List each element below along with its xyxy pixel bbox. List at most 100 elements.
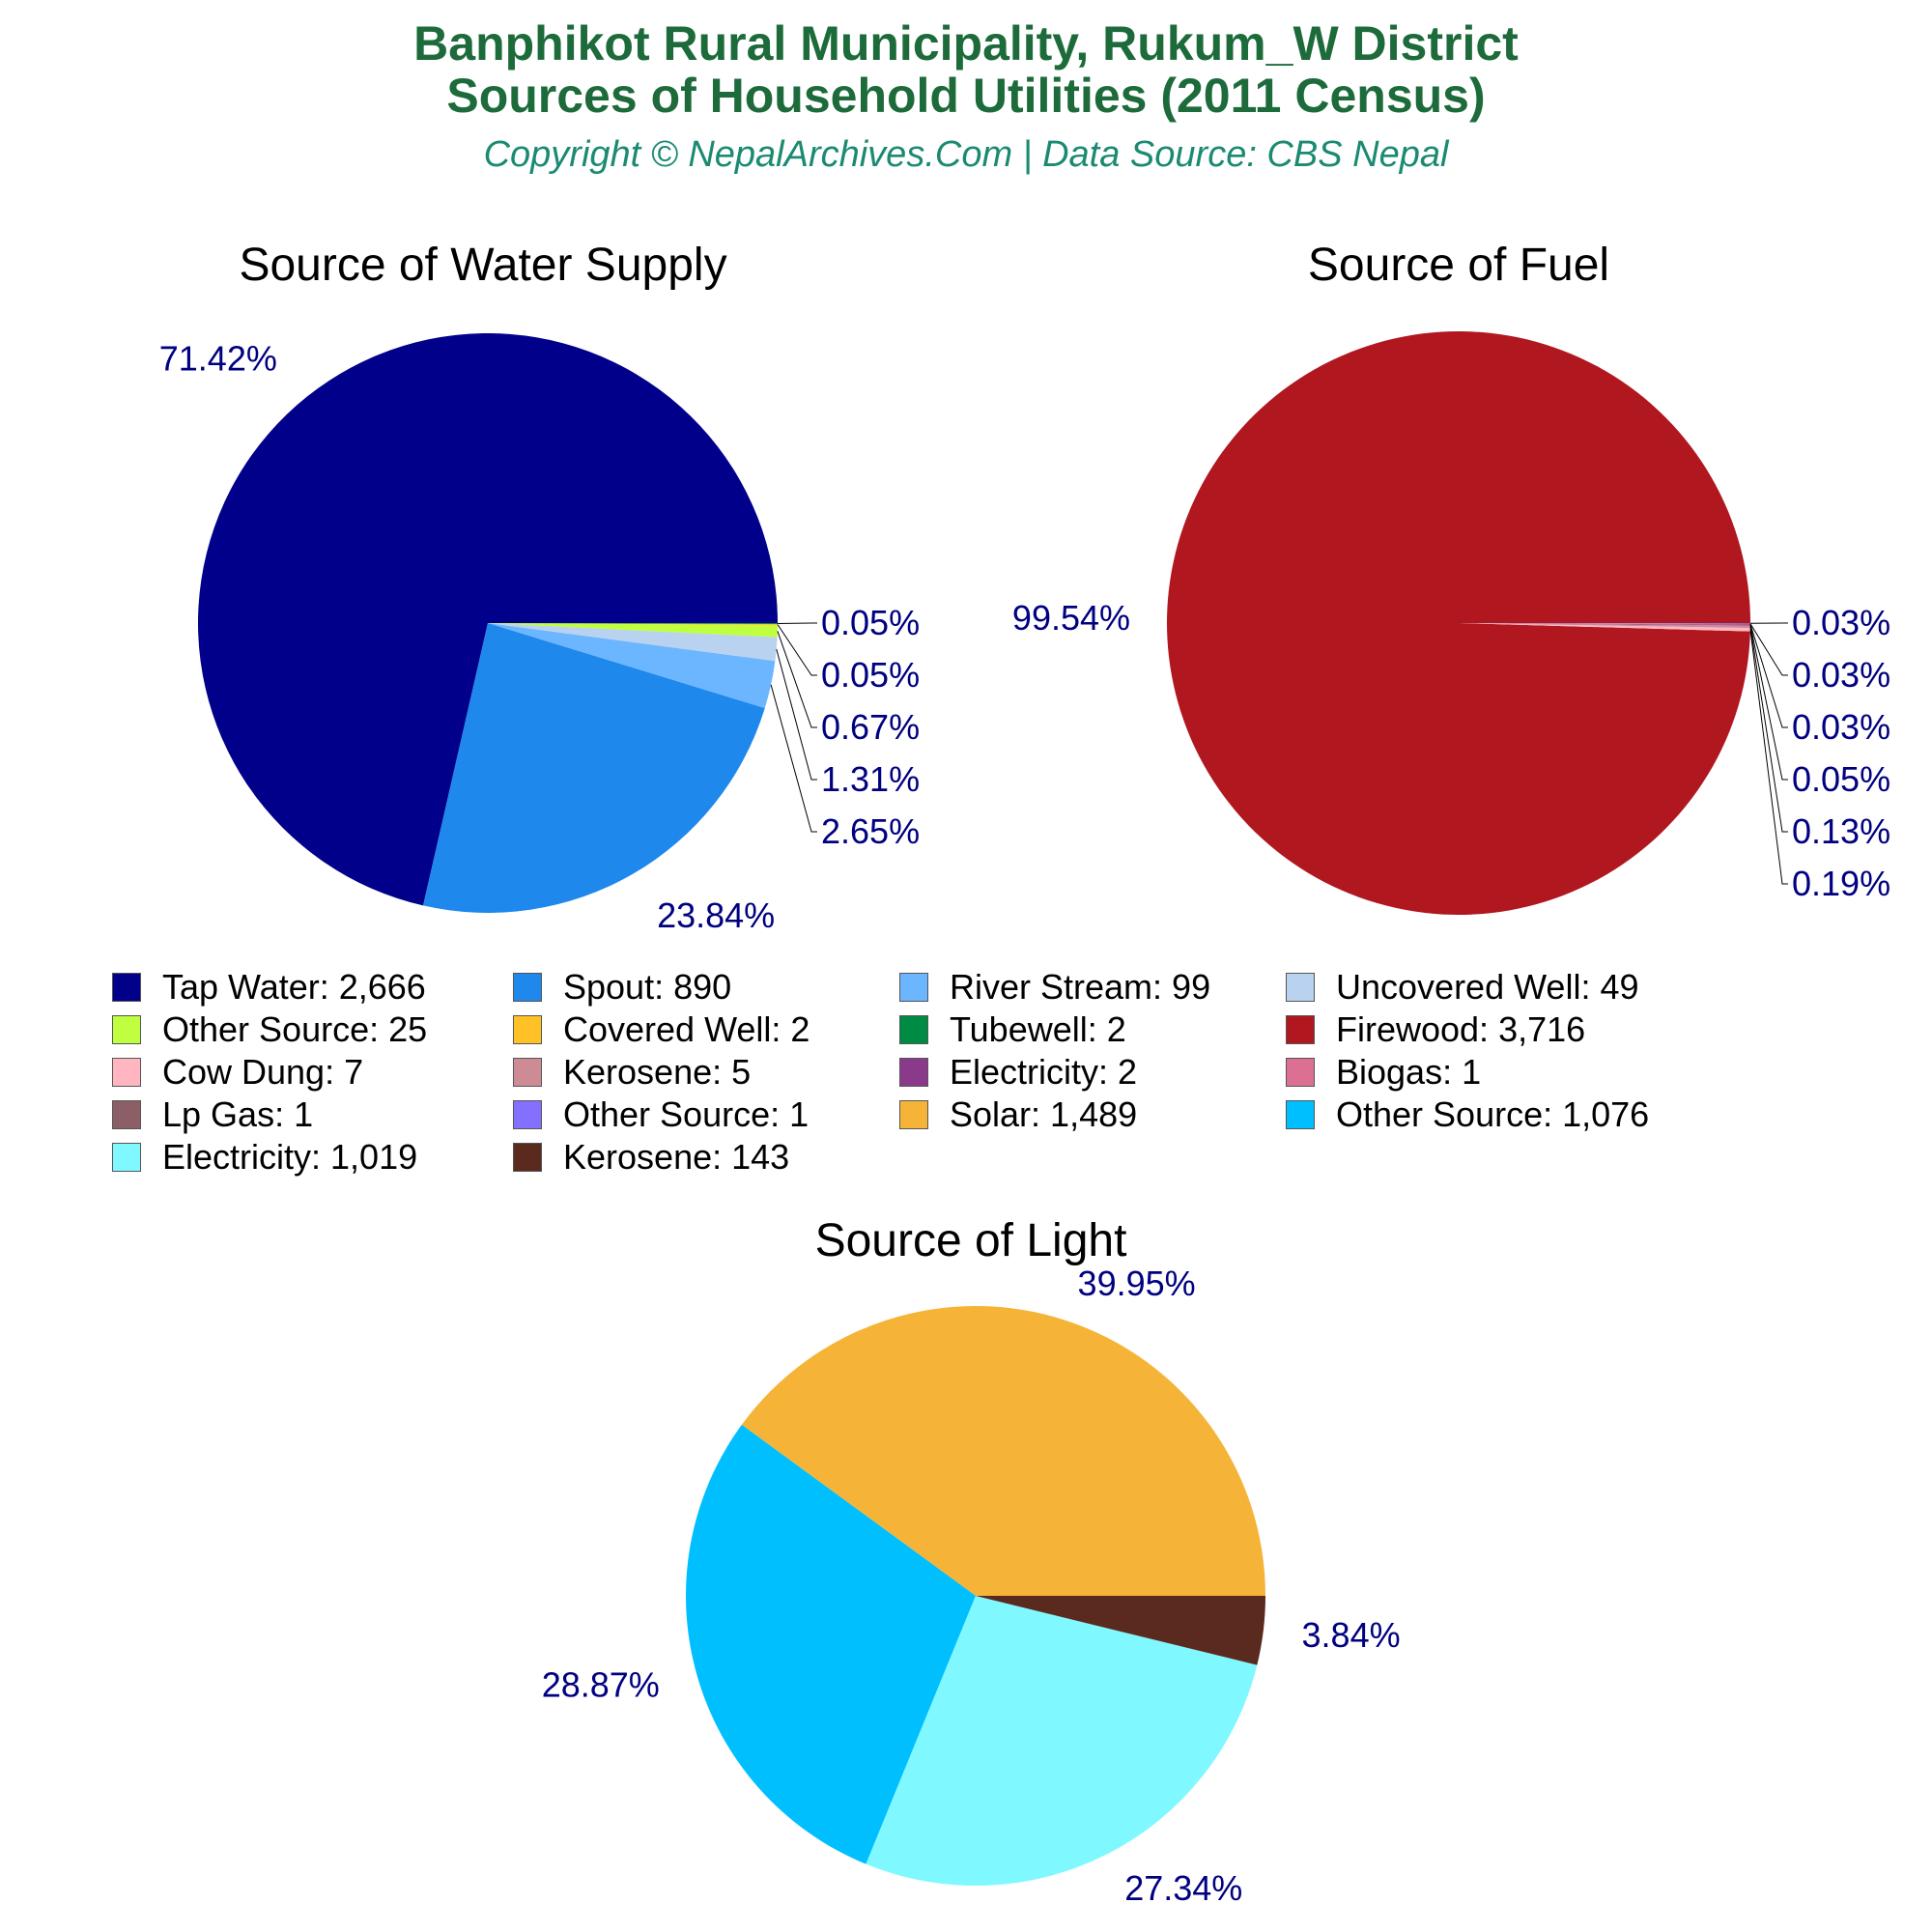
legend-swatch bbox=[513, 973, 542, 1002]
pie-title: Source of Light bbox=[815, 1215, 1127, 1266]
pie-percent-label: 0.05% bbox=[1792, 759, 1890, 799]
pie-percent-label: 3.84% bbox=[1302, 1615, 1401, 1655]
pie-slice bbox=[1459, 623, 1750, 629]
legend-label: Firewood: 3,716 bbox=[1336, 1009, 1586, 1049]
legend-swatch bbox=[513, 1058, 542, 1087]
legend-item: River Stream: 99 bbox=[899, 966, 1210, 1009]
pie-leader-line bbox=[777, 622, 817, 625]
legend-swatch bbox=[1286, 973, 1315, 1002]
pie-leader-line bbox=[776, 648, 817, 781]
legend-item: Firewood: 3,716 bbox=[1286, 1009, 1585, 1051]
pie-percent-label: 0.03% bbox=[1792, 603, 1890, 642]
pie-slice bbox=[1459, 623, 1750, 624]
legend-swatch bbox=[112, 1015, 141, 1044]
pie-percent-label: 0.19% bbox=[1792, 864, 1890, 903]
pie-percent-label: 2.65% bbox=[821, 811, 920, 851]
pie-percent-label: 71.42% bbox=[159, 338, 277, 378]
pie-chart-1: Source of Water Supply 71.42% 23.84% 0.05% 0… bbox=[159, 240, 920, 935]
legend-item: Other Source: 25 bbox=[112, 1009, 427, 1051]
pie-slice bbox=[488, 623, 778, 662]
pie-slice bbox=[976, 1596, 1265, 1665]
legend-swatch bbox=[112, 973, 141, 1002]
legend-label: Spout: 890 bbox=[563, 967, 732, 1007]
legend-label: Electricity: 1,019 bbox=[162, 1137, 418, 1177]
legend-item: Kerosene: 143 bbox=[513, 1136, 789, 1179]
legend-swatch bbox=[899, 973, 928, 1002]
legend-item: Spout: 890 bbox=[513, 966, 731, 1009]
legend-label: Other Source: 1 bbox=[563, 1094, 810, 1134]
legend-label: Kerosene: 143 bbox=[563, 1137, 790, 1177]
pie-percent-label: 0.05% bbox=[821, 603, 920, 642]
legend-swatch bbox=[112, 1100, 141, 1129]
legend-label: Covered Well: 2 bbox=[563, 1009, 810, 1049]
pie-chart-2: Source of Fuel 99.54% 0.03% 0.03% 0.03% 0.05%… bbox=[1012, 240, 1890, 915]
pie-slice bbox=[1459, 623, 1750, 626]
legend-swatch bbox=[513, 1143, 542, 1172]
pie-percent-label: 99.54% bbox=[1012, 598, 1130, 638]
pie-leader-line bbox=[1749, 624, 1788, 728]
pie-leader-line bbox=[1749, 624, 1788, 781]
page-subtitle: Copyright © NepalArchives.Com | Data Sou… bbox=[483, 134, 1449, 175]
legend-swatch bbox=[513, 1015, 542, 1044]
legend-label: River Stream: 99 bbox=[950, 967, 1211, 1007]
pie-slice bbox=[1459, 623, 1750, 625]
pie-title: Source of Water Supply bbox=[239, 240, 726, 291]
pie-slice bbox=[488, 623, 778, 626]
legend-item: Covered Well: 2 bbox=[513, 1009, 810, 1051]
legend-label: Electricity: 2 bbox=[950, 1052, 1138, 1092]
pie-leader-line bbox=[1749, 629, 1788, 885]
legend-item: Cow Dung: 7 bbox=[112, 1051, 363, 1094]
pie-percent-label: 23.84% bbox=[657, 895, 775, 935]
legend-item: Other Source: 1 bbox=[513, 1094, 809, 1136]
legend-swatch bbox=[112, 1058, 141, 1087]
legend-item: Electricity: 1,019 bbox=[112, 1136, 417, 1179]
legend-item: Solar: 1,489 bbox=[899, 1094, 1137, 1136]
legend-item: Biogas: 1 bbox=[1286, 1051, 1481, 1094]
legend-item: Other Source: 1,076 bbox=[1286, 1094, 1649, 1136]
legend-swatch bbox=[1286, 1058, 1315, 1087]
pie-percent-label: 1.31% bbox=[821, 759, 920, 799]
legend-label: Uncovered Well: 49 bbox=[1336, 967, 1639, 1007]
pie-percent-label: 0.13% bbox=[1792, 811, 1890, 851]
pie-leader-line bbox=[777, 624, 817, 676]
legend-item: Tubewell: 2 bbox=[899, 1009, 1126, 1051]
legend-item: Lp Gas: 1 bbox=[112, 1094, 313, 1136]
legend-swatch bbox=[899, 1058, 928, 1087]
legend-item: Kerosene: 5 bbox=[513, 1051, 751, 1094]
pie-title: Source of Fuel bbox=[1308, 240, 1609, 291]
pie-slice bbox=[423, 623, 765, 913]
legend-swatch bbox=[899, 1015, 928, 1044]
pie-percent-label: 39.95% bbox=[1078, 1264, 1196, 1303]
pie-percent-label: 0.67% bbox=[821, 707, 920, 747]
pie-percent-label: 0.03% bbox=[1792, 707, 1890, 747]
legend-item: Electricity: 2 bbox=[899, 1051, 1137, 1094]
legend-label: Tubewell: 2 bbox=[950, 1009, 1126, 1049]
legend-label: Tap Water: 2,666 bbox=[162, 967, 426, 1007]
legend-item: Tap Water: 2,666 bbox=[112, 966, 426, 1009]
pie-slice bbox=[198, 332, 779, 906]
pie-leader-line bbox=[777, 631, 817, 728]
pie-slice bbox=[488, 623, 776, 709]
legend-label: Kerosene: 5 bbox=[563, 1052, 752, 1092]
pie-slice bbox=[488, 623, 778, 638]
legend-label: Other Source: 25 bbox=[162, 1009, 428, 1049]
legend-swatch bbox=[112, 1143, 141, 1172]
pie-leader-line bbox=[1749, 626, 1788, 833]
legend-swatch bbox=[1286, 1015, 1315, 1044]
legend-item: Uncovered Well: 49 bbox=[1286, 966, 1639, 1009]
pie-slice bbox=[686, 1424, 976, 1864]
pie-slice bbox=[488, 623, 778, 625]
page-title-line-2: Sources of Household Utilities (2011 Cen… bbox=[446, 69, 1486, 123]
legend-label: Lp Gas: 1 bbox=[162, 1094, 314, 1134]
pie-percent-label: 0.05% bbox=[821, 655, 920, 695]
legend-label: Solar: 1,489 bbox=[950, 1094, 1138, 1134]
page-title-line-1: Banphikot Rural Municipality, Rukum_W Di… bbox=[413, 16, 1519, 71]
legend-swatch bbox=[1286, 1100, 1315, 1129]
legend-label: Other Source: 1,076 bbox=[1336, 1094, 1650, 1134]
legend-swatch bbox=[899, 1100, 928, 1129]
pie-leader-line bbox=[1749, 623, 1788, 676]
pie-slice bbox=[1459, 623, 1750, 625]
legend-swatch bbox=[513, 1100, 542, 1129]
